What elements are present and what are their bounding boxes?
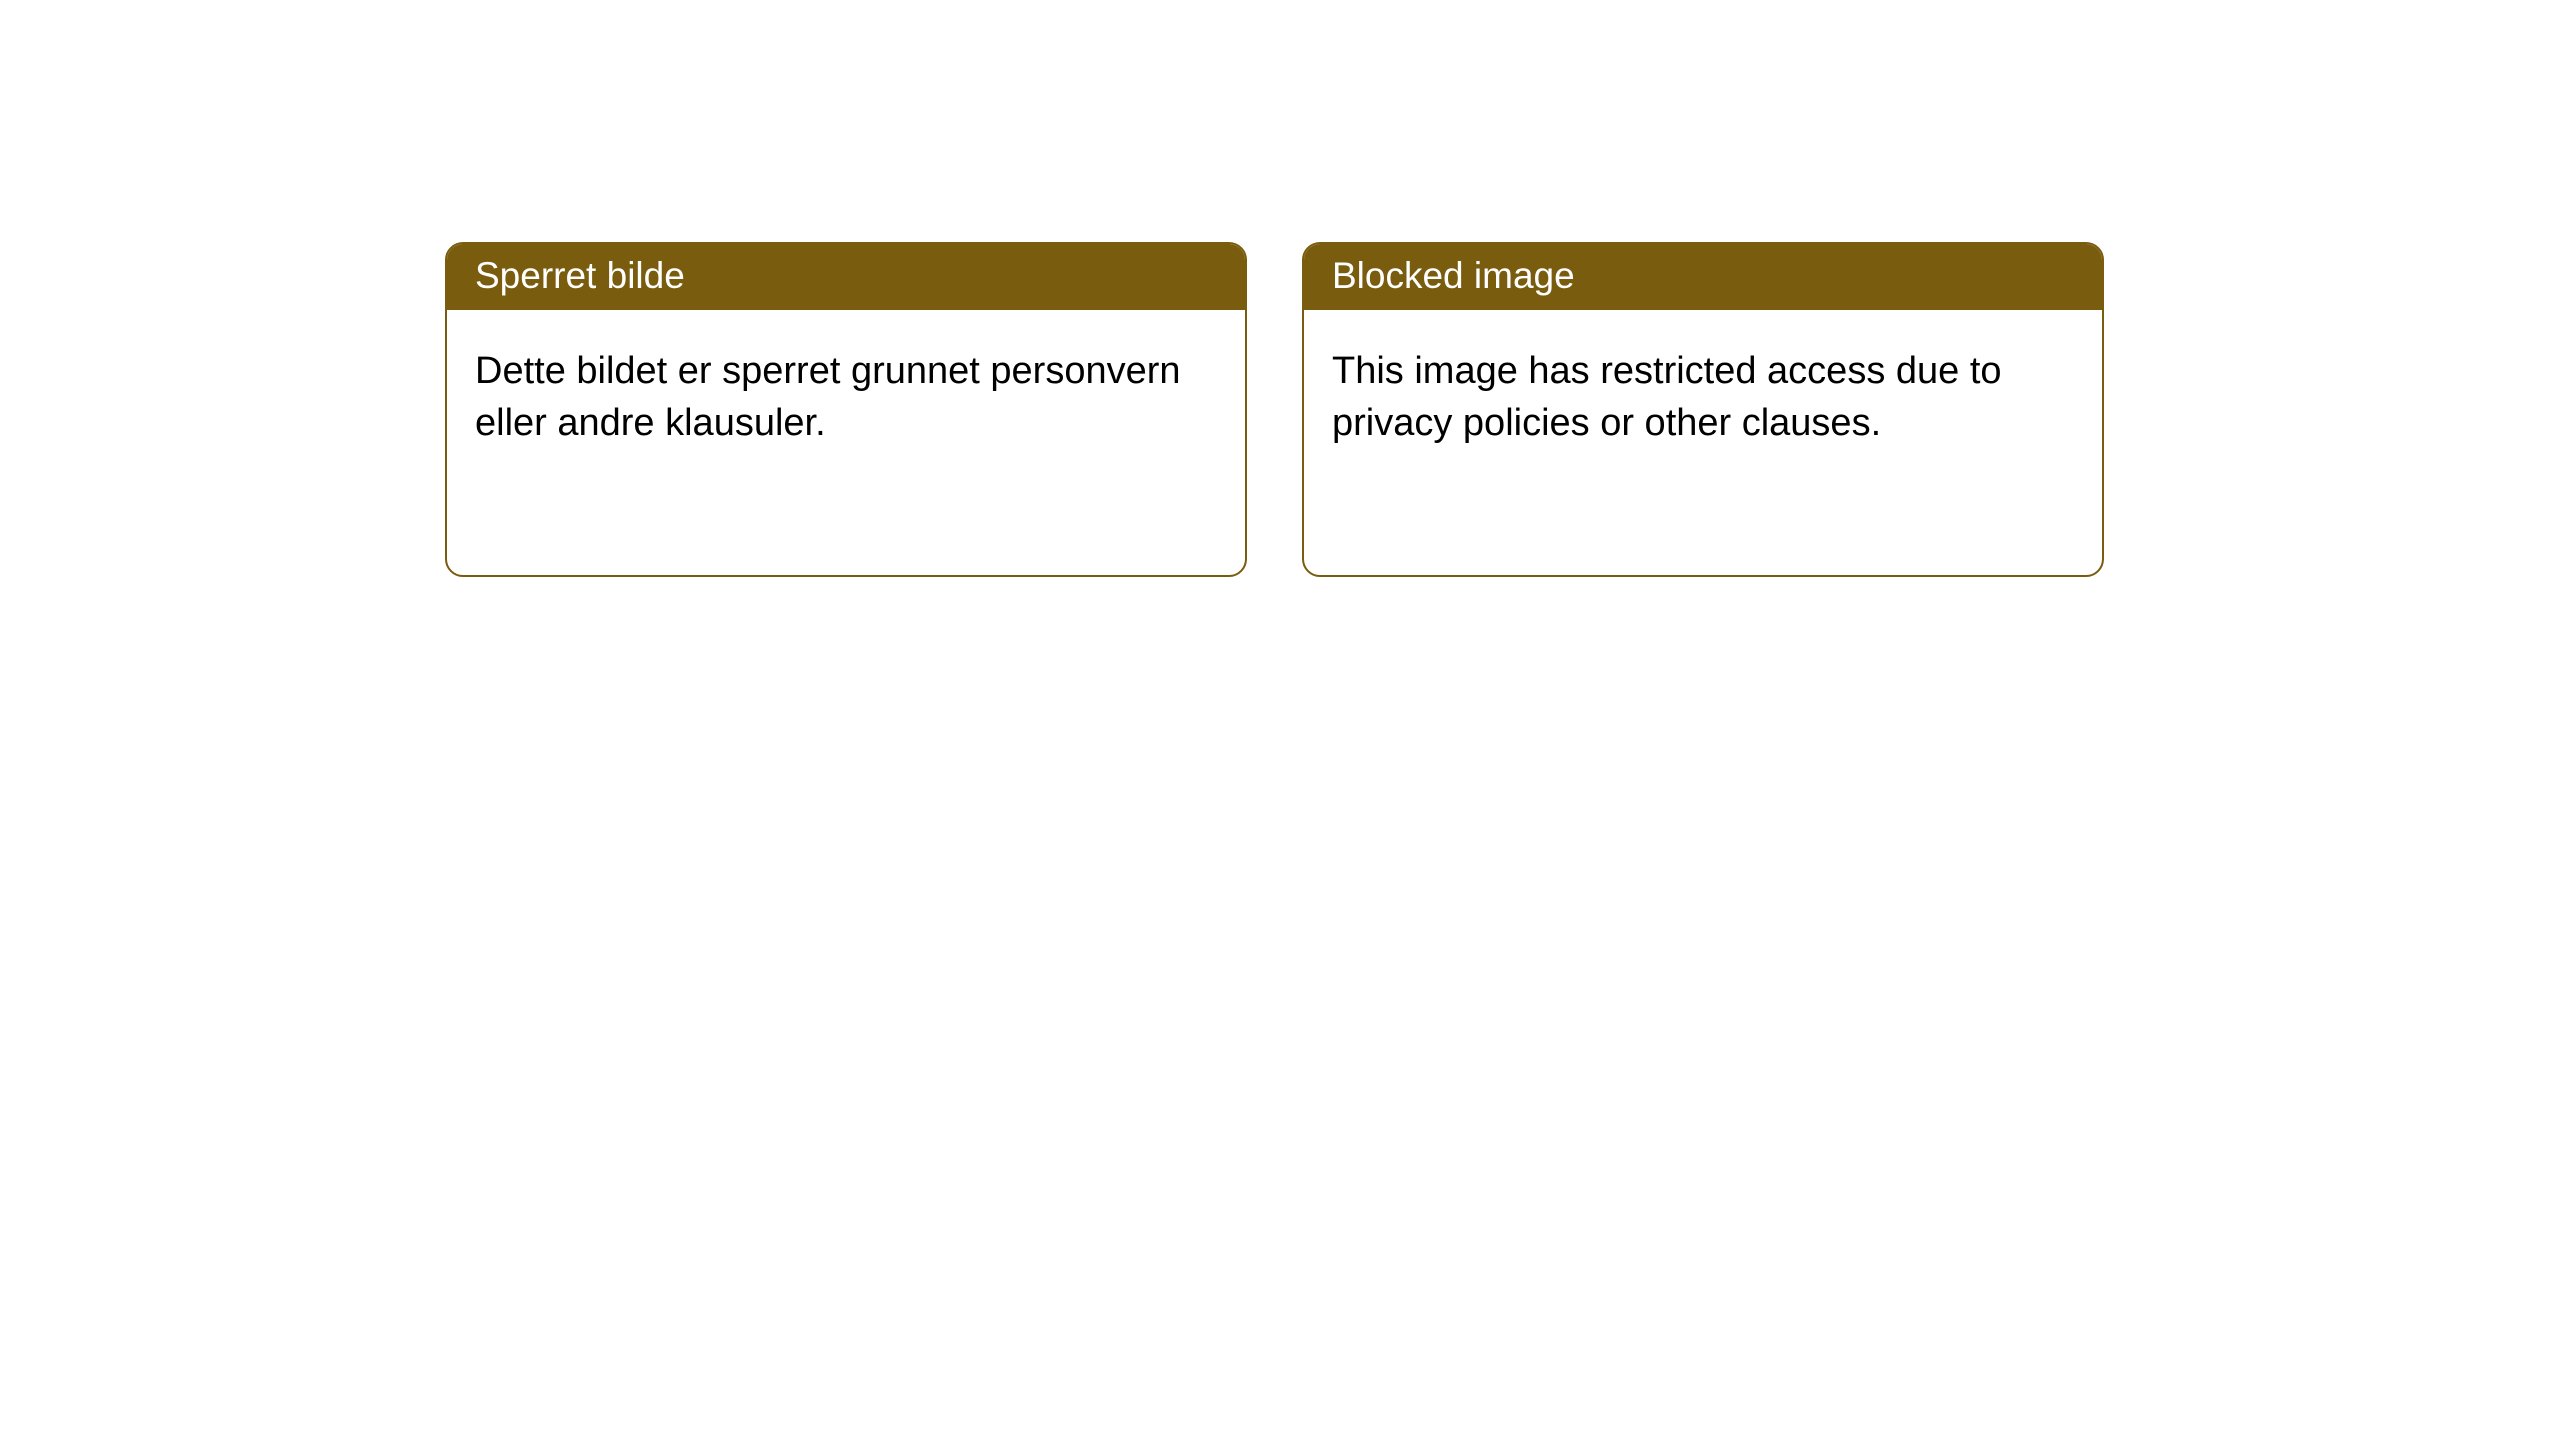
notice-header: Sperret bilde xyxy=(447,244,1245,310)
notice-body: This image has restricted access due to … xyxy=(1304,310,2102,485)
notice-card-english: Blocked image This image has restricted … xyxy=(1302,242,2104,577)
notice-body: Dette bildet er sperret grunnet personve… xyxy=(447,310,1245,485)
notice-container: Sperret bilde Dette bildet er sperret gr… xyxy=(0,0,2560,577)
notice-header: Blocked image xyxy=(1304,244,2102,310)
notice-card-norwegian: Sperret bilde Dette bildet er sperret gr… xyxy=(445,242,1247,577)
